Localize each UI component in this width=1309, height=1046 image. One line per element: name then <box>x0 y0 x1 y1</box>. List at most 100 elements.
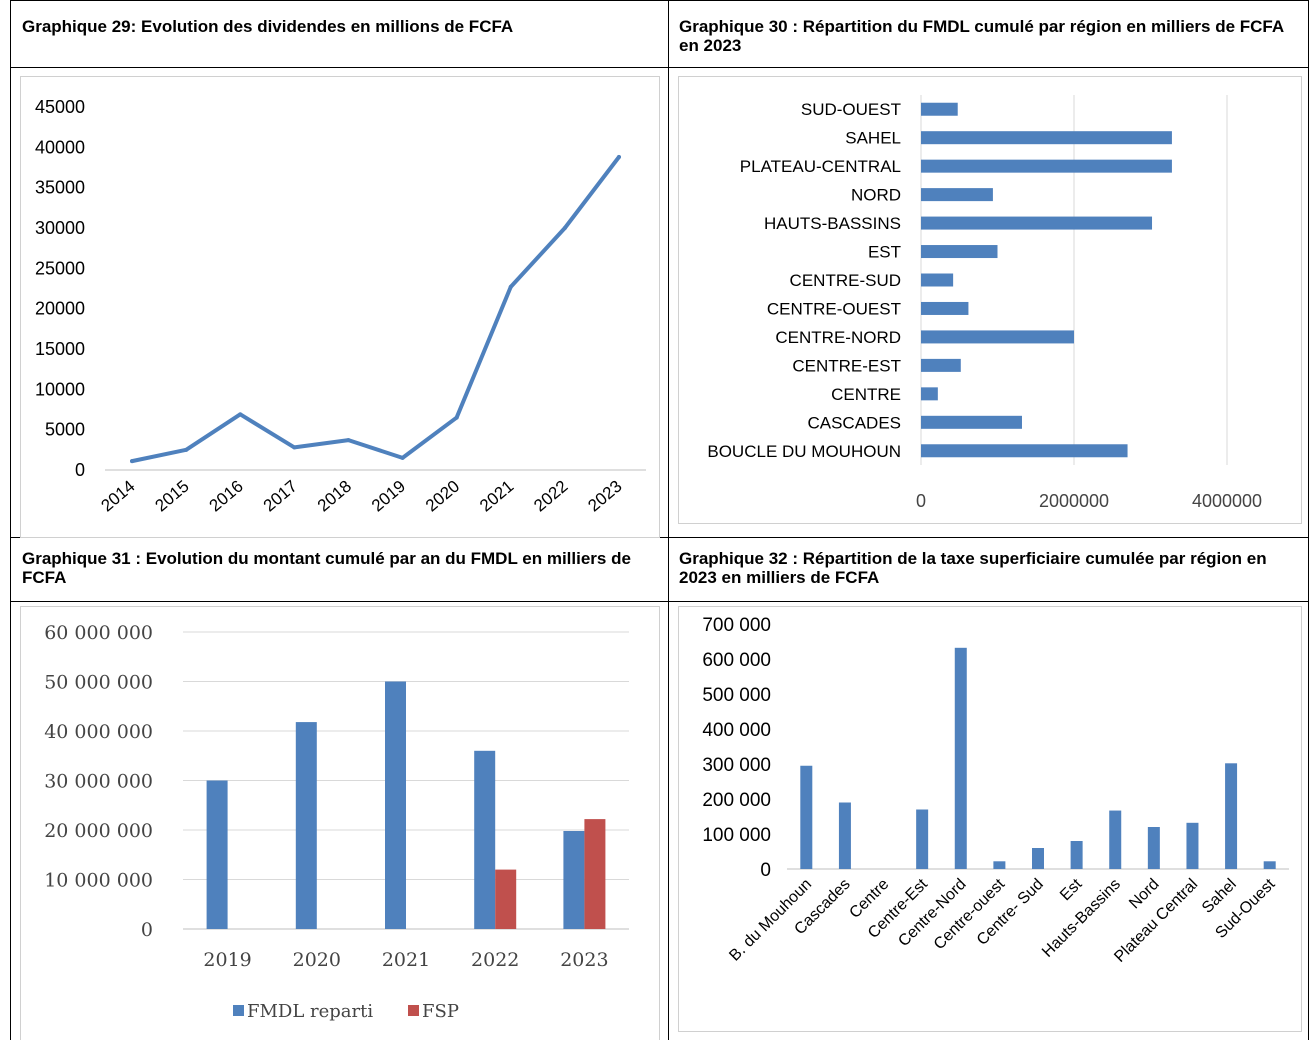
g30-bar <box>921 245 998 259</box>
g31-bar-fmdl <box>295 722 317 929</box>
g32-bar <box>1225 763 1238 869</box>
g31-legend-label: FSP <box>422 1001 459 1022</box>
g31-xtick-label: 2019 <box>203 949 251 971</box>
g29-xtick-label: 2020 <box>422 477 463 516</box>
g32-bar <box>1263 861 1276 869</box>
g30-category-label: SAHEL <box>845 129 901 148</box>
g30-bar <box>921 159 1172 173</box>
g30-category-label: CENTRE-EST <box>792 356 901 375</box>
g29-xtick-label: 2023 <box>584 477 625 516</box>
g32-ytick-label: 400 000 <box>702 720 771 741</box>
g31-xtick-label: 2023 <box>560 949 608 971</box>
g29-xtick-label: 2014 <box>97 477 138 516</box>
g30-bar <box>921 387 938 401</box>
g29-ytick-label: 10000 <box>35 379 85 399</box>
g30-category-label: HAUTS-BASSINS <box>764 214 901 233</box>
g29-title-cell: Graphique 29: Evolution des dividendes e… <box>10 0 669 68</box>
g30-bar <box>921 188 993 202</box>
g32-xtick-label: Est <box>1057 875 1086 904</box>
g30-bar <box>921 216 1153 230</box>
g30-title-cell: Graphique 30 : Répartition du FMDL cumul… <box>668 0 1309 68</box>
g30-bar <box>921 301 969 315</box>
g32-bar <box>1070 841 1083 869</box>
g29-point-2016 <box>238 412 243 417</box>
g30-title: Graphique 30 : Répartition du FMDL cumul… <box>679 17 1284 55</box>
charts-table: Graphique 29: Evolution des dividendes e… <box>10 0 1309 1040</box>
g29-xtick-label: 2019 <box>368 477 409 516</box>
g32-ytick-label: 600 000 <box>702 650 771 671</box>
g29-chart: 0 5000 10000 15000 20000 25000 30000 35000 40000… <box>35 97 646 516</box>
g29-ytick-label: 20000 <box>35 299 85 319</box>
g32-bar <box>1109 810 1122 869</box>
g30-bar <box>921 330 1074 344</box>
g29-xtick-label: 2022 <box>530 477 571 516</box>
g32-ytick-label: 300 000 <box>702 755 771 776</box>
g32-bar <box>954 647 967 869</box>
g31-bar-fmdl <box>563 830 585 929</box>
g31-bar-fmdl <box>385 681 406 929</box>
g31-legend-label: FMDL reparti <box>247 1001 373 1022</box>
g30-bar <box>921 415 1022 429</box>
g29-ytick-label: 25000 <box>35 258 85 278</box>
g30-bar <box>921 358 961 372</box>
g29-point-2019 <box>400 455 405 460</box>
g30-category-label: CENTRE <box>831 385 901 404</box>
g31-ytick-label: 20 000 000 <box>44 820 153 842</box>
g31-ytick-label: 0 <box>141 919 153 941</box>
g29-title: Graphique 29: Evolution des dividendes e… <box>22 17 514 36</box>
g30-xtick-label: 4000000 <box>1192 491 1262 511</box>
g29-point-2021 <box>508 284 513 289</box>
g30-bar <box>921 102 958 116</box>
g31-bar-fsp <box>584 819 606 929</box>
g29-point-2023 <box>616 155 621 160</box>
g30-category-label: CENTRE-SUD <box>790 271 901 290</box>
g31-legend-swatch-fmdl <box>233 1005 244 1016</box>
g32-bar <box>1186 822 1199 869</box>
g29-ytick-label: 30000 <box>35 218 85 238</box>
g30-chart-area: 0 2000000 4000000 SUD-OUEST SAHEL PLATEAU-CE… <box>678 76 1302 524</box>
g31-ytick-label: 30 000 000 <box>44 771 153 793</box>
g30-bar <box>921 444 1128 458</box>
g31-bar-fsp <box>495 869 517 929</box>
g29-xtick-label: 2017 <box>260 477 301 516</box>
g29-point-2022 <box>562 226 567 230</box>
g32-chart: 0 100 000 200 000 300 000 400 000 500 000 600 … <box>702 615 1289 966</box>
g31-chart: 0 10 000 000 20 000 000 30 000 000 40 000 00… <box>44 622 629 1022</box>
g29-ytick-label: 15000 <box>35 339 85 359</box>
g29-xtick-label: 2021 <box>476 477 517 516</box>
g29-ytick-label: 35000 <box>35 178 85 198</box>
g31-ytick-label: 40 000 000 <box>44 721 153 743</box>
g30-category-label: NORD <box>851 186 901 205</box>
g31-title: Graphique 31 : Evolution du montant cumu… <box>22 549 631 587</box>
g30-category-label: CASCADES <box>807 413 901 432</box>
g31-title-cell: Graphique 31 : Evolution du montant cumu… <box>10 537 669 602</box>
g31-ytick-label: 60 000 000 <box>44 622 153 644</box>
g30-category-label: SUD-OUEST <box>801 100 901 119</box>
g30-xtick-label: 2000000 <box>1039 491 1109 511</box>
g32-chart-area: 0 100 000 200 000 300 000 400 000 500 000 600 … <box>678 606 1302 1032</box>
g29-point-2018 <box>346 438 351 443</box>
g29-chart-area: 0 5000 10000 15000 20000 25000 30000 35000 40000… <box>20 76 660 538</box>
g32-title-cell: Graphique 32 : Répartition de la taxe su… <box>668 537 1309 602</box>
g30-bar <box>921 273 954 287</box>
g32-ytick-label: 700 000 <box>702 615 771 636</box>
g32-bar <box>1147 827 1160 869</box>
g30-category-label: CENTRE-NORD <box>775 328 901 347</box>
g31-xtick-label: 2021 <box>382 949 430 971</box>
g32-bar <box>1032 848 1044 869</box>
g31-xtick-label: 2022 <box>471 949 519 971</box>
g32-ytick-label: 200 000 <box>702 790 771 811</box>
g31-xtick-label: 2020 <box>293 949 341 971</box>
g29-point-2015 <box>184 447 189 452</box>
g31-bar-fmdl <box>474 750 496 929</box>
g31-bar-fmdl <box>206 780 228 929</box>
g29-xtick-label: 2015 <box>152 477 193 516</box>
g30-category-label: CENTRE-OUEST <box>767 299 901 318</box>
g31-chart-area: 0 10 000 000 20 000 000 30 000 000 40 000 00… <box>20 606 660 1040</box>
g32-ytick-label: 0 <box>760 860 771 881</box>
g29-point-2017 <box>292 445 297 450</box>
g29-xtick-label: 2018 <box>314 477 355 516</box>
g29-point-2020 <box>454 415 459 420</box>
g31-legend-swatch-fsp <box>408 1005 419 1016</box>
g31-ytick-label: 10 000 000 <box>44 870 153 892</box>
